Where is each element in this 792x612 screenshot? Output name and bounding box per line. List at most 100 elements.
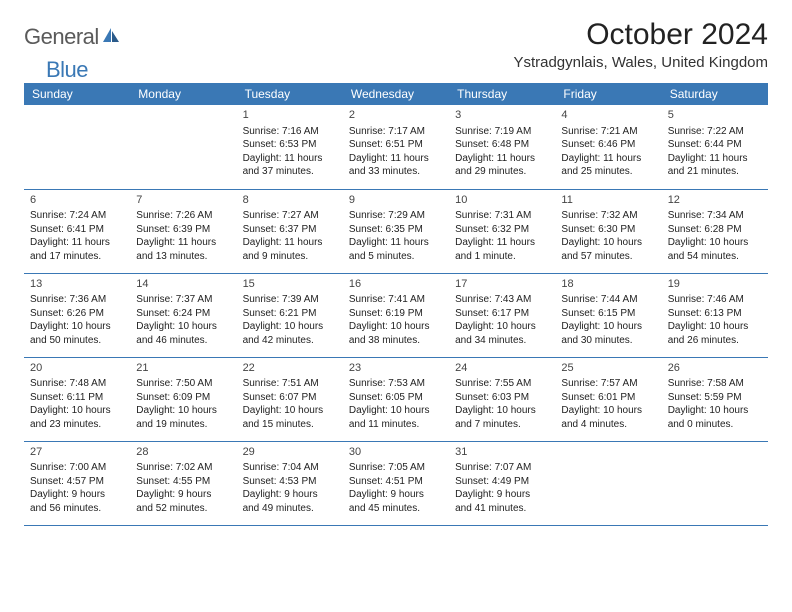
calendar-cell [555, 441, 661, 525]
sunrise-text: Sunrise: 7:43 AM [455, 293, 549, 307]
sunset-text: Sunset: 6:41 PM [30, 223, 124, 237]
daylight-text: Daylight: 10 hours and 11 minutes. [349, 404, 443, 431]
day-number: 11 [561, 193, 655, 208]
day-number: 4 [561, 108, 655, 123]
day-number: 21 [136, 361, 230, 376]
calendar-row: 20Sunrise: 7:48 AMSunset: 6:11 PMDayligh… [24, 357, 768, 441]
calendar-row: 13Sunrise: 7:36 AMSunset: 6:26 PMDayligh… [24, 273, 768, 357]
sunrise-text: Sunrise: 7:27 AM [243, 209, 337, 223]
sunset-text: Sunset: 6:48 PM [455, 138, 549, 152]
daylight-text: Daylight: 10 hours and 46 minutes. [136, 320, 230, 347]
calendar-cell: 21Sunrise: 7:50 AMSunset: 6:09 PMDayligh… [130, 357, 236, 441]
day-number: 23 [349, 361, 443, 376]
daylight-text: Daylight: 10 hours and 34 minutes. [455, 320, 549, 347]
logo-word1: General [24, 24, 99, 50]
title-block: October 2024 Ystradgynlais, Wales, Unite… [513, 18, 768, 71]
sunrise-text: Sunrise: 7:39 AM [243, 293, 337, 307]
calendar-cell: 30Sunrise: 7:05 AMSunset: 4:51 PMDayligh… [343, 441, 449, 525]
sunrise-text: Sunrise: 7:31 AM [455, 209, 549, 223]
sunset-text: Sunset: 6:44 PM [668, 138, 762, 152]
day-number: 24 [455, 361, 549, 376]
sunrise-text: Sunrise: 7:17 AM [349, 125, 443, 139]
day-number: 28 [136, 445, 230, 460]
calendar-cell: 2Sunrise: 7:17 AMSunset: 6:51 PMDaylight… [343, 105, 449, 189]
sunset-text: Sunset: 5:59 PM [668, 391, 762, 405]
sunrise-text: Sunrise: 7:29 AM [349, 209, 443, 223]
calendar-page: General October 2024 Ystradgynlais, Wale… [0, 0, 792, 544]
calendar-cell: 22Sunrise: 7:51 AMSunset: 6:07 PMDayligh… [237, 357, 343, 441]
day-header-row: Sunday Monday Tuesday Wednesday Thursday… [24, 83, 768, 105]
calendar-cell: 15Sunrise: 7:39 AMSunset: 6:21 PMDayligh… [237, 273, 343, 357]
daylight-text: Daylight: 10 hours and 7 minutes. [455, 404, 549, 431]
calendar-cell: 14Sunrise: 7:37 AMSunset: 6:24 PMDayligh… [130, 273, 236, 357]
dh-thu: Thursday [449, 83, 555, 105]
sunrise-text: Sunrise: 7:26 AM [136, 209, 230, 223]
daylight-text: Daylight: 10 hours and 15 minutes. [243, 404, 337, 431]
calendar-cell: 7Sunrise: 7:26 AMSunset: 6:39 PMDaylight… [130, 189, 236, 273]
sunrise-text: Sunrise: 7:50 AM [136, 377, 230, 391]
sunset-text: Sunset: 4:49 PM [455, 475, 549, 489]
calendar-cell: 28Sunrise: 7:02 AMSunset: 4:55 PMDayligh… [130, 441, 236, 525]
sunrise-text: Sunrise: 7:32 AM [561, 209, 655, 223]
day-number: 9 [349, 193, 443, 208]
daylight-text: Daylight: 11 hours and 13 minutes. [136, 236, 230, 263]
sunset-text: Sunset: 6:39 PM [136, 223, 230, 237]
sunrise-text: Sunrise: 7:34 AM [668, 209, 762, 223]
daylight-text: Daylight: 10 hours and 38 minutes. [349, 320, 443, 347]
logo-sail-icon [101, 26, 121, 49]
logo: General [24, 24, 122, 50]
sunrise-text: Sunrise: 7:44 AM [561, 293, 655, 307]
day-number: 13 [30, 277, 124, 292]
sunset-text: Sunset: 6:21 PM [243, 307, 337, 321]
calendar-cell: 19Sunrise: 7:46 AMSunset: 6:13 PMDayligh… [662, 273, 768, 357]
sunset-text: Sunset: 6:35 PM [349, 223, 443, 237]
calendar-cell: 24Sunrise: 7:55 AMSunset: 6:03 PMDayligh… [449, 357, 555, 441]
day-number: 19 [668, 277, 762, 292]
day-number: 10 [455, 193, 549, 208]
daylight-text: Daylight: 9 hours and 49 minutes. [243, 488, 337, 515]
sunset-text: Sunset: 6:26 PM [30, 307, 124, 321]
dh-mon: Monday [130, 83, 236, 105]
day-number: 29 [243, 445, 337, 460]
sunset-text: Sunset: 4:53 PM [243, 475, 337, 489]
calendar-table: Sunday Monday Tuesday Wednesday Thursday… [24, 83, 768, 526]
day-number: 22 [243, 361, 337, 376]
sunset-text: Sunset: 6:01 PM [561, 391, 655, 405]
day-number: 3 [455, 108, 549, 123]
calendar-cell: 17Sunrise: 7:43 AMSunset: 6:17 PMDayligh… [449, 273, 555, 357]
day-number: 26 [668, 361, 762, 376]
day-number: 16 [349, 277, 443, 292]
sunrise-text: Sunrise: 7:24 AM [30, 209, 124, 223]
sunrise-text: Sunrise: 7:00 AM [30, 461, 124, 475]
sunrise-text: Sunrise: 7:58 AM [668, 377, 762, 391]
sunrise-text: Sunrise: 7:41 AM [349, 293, 443, 307]
calendar-cell: 25Sunrise: 7:57 AMSunset: 6:01 PMDayligh… [555, 357, 661, 441]
day-number: 30 [349, 445, 443, 460]
day-number: 17 [455, 277, 549, 292]
sunset-text: Sunset: 6:19 PM [349, 307, 443, 321]
day-number: 31 [455, 445, 549, 460]
sunset-text: Sunset: 6:28 PM [668, 223, 762, 237]
daylight-text: Daylight: 11 hours and 1 minute. [455, 236, 549, 263]
calendar-cell: 31Sunrise: 7:07 AMSunset: 4:49 PMDayligh… [449, 441, 555, 525]
day-number: 12 [668, 193, 762, 208]
daylight-text: Daylight: 9 hours and 56 minutes. [30, 488, 124, 515]
sunrise-text: Sunrise: 7:07 AM [455, 461, 549, 475]
sunrise-text: Sunrise: 7:51 AM [243, 377, 337, 391]
calendar-cell: 23Sunrise: 7:53 AMSunset: 6:05 PMDayligh… [343, 357, 449, 441]
sunset-text: Sunset: 6:17 PM [455, 307, 549, 321]
daylight-text: Daylight: 10 hours and 42 minutes. [243, 320, 337, 347]
day-number: 7 [136, 193, 230, 208]
sunset-text: Sunset: 6:09 PM [136, 391, 230, 405]
sunset-text: Sunset: 6:30 PM [561, 223, 655, 237]
daylight-text: Daylight: 11 hours and 17 minutes. [30, 236, 124, 263]
sunrise-text: Sunrise: 7:16 AM [243, 125, 337, 139]
sunset-text: Sunset: 4:55 PM [136, 475, 230, 489]
sunrise-text: Sunrise: 7:22 AM [668, 125, 762, 139]
calendar-cell: 5Sunrise: 7:22 AMSunset: 6:44 PMDaylight… [662, 105, 768, 189]
calendar-cell: 29Sunrise: 7:04 AMSunset: 4:53 PMDayligh… [237, 441, 343, 525]
sunset-text: Sunset: 6:51 PM [349, 138, 443, 152]
daylight-text: Daylight: 10 hours and 54 minutes. [668, 236, 762, 263]
calendar-cell [130, 105, 236, 189]
sunset-text: Sunset: 6:05 PM [349, 391, 443, 405]
